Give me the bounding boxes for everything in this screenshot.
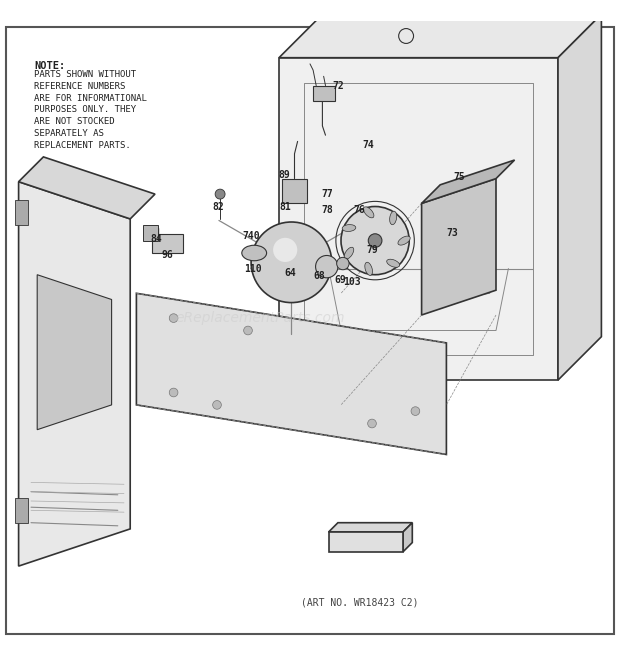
Polygon shape [558, 15, 601, 380]
Ellipse shape [398, 236, 410, 245]
Bar [313, 86, 335, 101]
Ellipse shape [242, 245, 267, 260]
Text: 73: 73 [447, 227, 458, 237]
Text: 89: 89 [278, 171, 290, 180]
Circle shape [273, 238, 297, 262]
Circle shape [244, 326, 252, 335]
Text: 72: 72 [332, 81, 343, 91]
Circle shape [316, 256, 338, 278]
Text: PARTS SHOWN WITHOUT
REFERENCE NUMBERS
ARE FOR INFORMATIONAL
PURPOSES ONLY. THEY
: PARTS SHOWN WITHOUT REFERENCE NUMBERS AR… [34, 70, 147, 150]
Circle shape [341, 206, 409, 275]
Polygon shape [37, 275, 112, 430]
Text: 75: 75 [453, 172, 464, 182]
Text: NOTE:: NOTE: [34, 61, 65, 71]
Text: 76: 76 [354, 205, 365, 215]
Text: 64: 64 [285, 268, 296, 278]
Bar [143, 225, 158, 241]
Ellipse shape [251, 262, 332, 276]
Text: 68: 68 [314, 271, 325, 281]
Text: eReplacementParts.com: eReplacementParts.com [175, 311, 345, 325]
Text: 82: 82 [213, 202, 224, 212]
Text: 84: 84 [151, 234, 162, 244]
Text: 110: 110 [244, 264, 262, 274]
Circle shape [368, 419, 376, 428]
Circle shape [169, 314, 178, 323]
Ellipse shape [363, 207, 374, 218]
Text: 103: 103 [343, 277, 361, 287]
Text: (ART NO. WR18423 C2): (ART NO. WR18423 C2) [301, 597, 418, 607]
Circle shape [169, 388, 178, 397]
Text: 74: 74 [363, 139, 374, 149]
Text: 69: 69 [334, 275, 345, 285]
Circle shape [251, 222, 332, 303]
Polygon shape [279, 58, 558, 380]
Text: 77: 77 [322, 189, 333, 199]
Circle shape [411, 407, 420, 416]
Text: 81: 81 [280, 202, 291, 212]
Polygon shape [403, 523, 412, 552]
Polygon shape [279, 15, 601, 58]
Polygon shape [136, 293, 446, 455]
Circle shape [215, 189, 225, 199]
Circle shape [337, 257, 349, 270]
Polygon shape [19, 157, 155, 219]
Polygon shape [422, 160, 515, 204]
Text: 79: 79 [366, 245, 378, 255]
Ellipse shape [365, 262, 373, 276]
Circle shape [368, 234, 382, 247]
Bar [16, 498, 28, 523]
Bar [152, 235, 183, 253]
Text: 78: 78 [322, 205, 333, 215]
Polygon shape [329, 523, 412, 532]
Polygon shape [329, 532, 403, 552]
Ellipse shape [342, 225, 356, 231]
Text: 740: 740 [242, 231, 260, 241]
Ellipse shape [344, 247, 354, 259]
Polygon shape [422, 178, 496, 315]
Ellipse shape [387, 259, 400, 267]
Bar [282, 178, 307, 204]
Text: 96: 96 [162, 250, 173, 260]
Ellipse shape [389, 211, 397, 225]
Polygon shape [19, 182, 130, 566]
Bar [16, 200, 28, 225]
Circle shape [213, 401, 221, 409]
